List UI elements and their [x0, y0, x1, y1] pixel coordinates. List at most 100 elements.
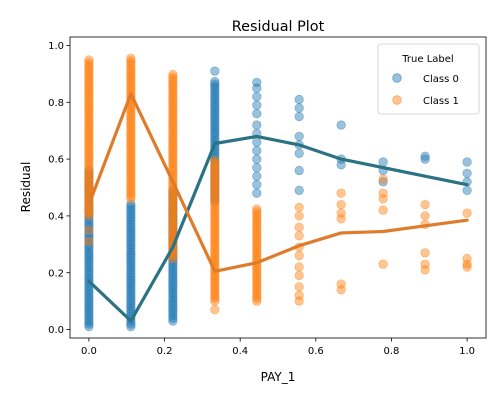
class-1-point [84, 172, 94, 183]
class-1-point [210, 237, 220, 247]
class-0-point [168, 295, 178, 306]
class-0-point [168, 301, 178, 311]
class-1-point [126, 150, 136, 161]
class-0-point [210, 112, 220, 122]
class-1-point [168, 144, 178, 154]
class-1-point [168, 141, 178, 151]
class-1-point [126, 153, 136, 163]
class-0-point [84, 258, 94, 268]
class-1-point [126, 58, 136, 69]
class-0-point [252, 100, 262, 110]
class-1-point [126, 130, 136, 140]
class-1-point [420, 259, 430, 269]
class-0-point [84, 263, 94, 273]
class-1-point [84, 88, 94, 98]
class-1-point [84, 70, 94, 80]
class-0-point [336, 160, 346, 170]
class-0-point [126, 270, 136, 281]
class-1-point [252, 217, 262, 227]
class-0-point [84, 260, 94, 270]
class-1-point [252, 219, 262, 230]
class-0-point [126, 258, 136, 268]
class-1-trend-line [87, 92, 469, 273]
class-0-point [84, 309, 94, 319]
class-1-point [84, 157, 94, 167]
class-0-point [168, 267, 178, 278]
class-0-point [168, 298, 178, 308]
class-1-point [252, 209, 262, 219]
class-1-point [168, 149, 178, 159]
class-0-point [294, 94, 304, 105]
class-1-point [168, 225, 178, 235]
class-1-point [126, 127, 136, 138]
class-1-point [84, 57, 94, 68]
class-1-point [336, 214, 346, 224]
class-1-point [168, 87, 178, 97]
class-1-point [84, 162, 94, 172]
class-0-point [210, 125, 220, 135]
class-1-point [84, 170, 94, 180]
legend-marker-class-1 [392, 95, 402, 105]
class-0-point [126, 253, 136, 263]
class-1-point [210, 214, 220, 224]
class-0-point [168, 278, 178, 288]
class-1-point [84, 121, 94, 132]
class-0-trend-line [87, 134, 469, 323]
class-1-point [84, 119, 94, 129]
class-0-point [462, 168, 472, 178]
class-1-point [168, 74, 178, 85]
class-0-point [126, 299, 136, 309]
class-0-point [168, 285, 178, 295]
class-1-point [126, 112, 136, 122]
class-0-point [84, 296, 94, 306]
class-0-point [210, 105, 220, 115]
class-1-point [168, 195, 178, 205]
class-1-point [252, 276, 262, 286]
class-1-point [210, 245, 220, 255]
class-1-points [84, 53, 472, 315]
class-1-point [210, 186, 220, 196]
class-1-point [168, 159, 178, 169]
class-1-point [84, 144, 94, 155]
class-0-point [126, 296, 136, 306]
class-1-point [126, 145, 136, 155]
class-1-point [462, 259, 472, 269]
class-1-point [420, 265, 430, 275]
class-0-point [84, 227, 94, 237]
class-1-point [210, 155, 220, 166]
class-1-point [168, 85, 178, 95]
class-1-point [210, 209, 220, 219]
class-0-point [84, 247, 94, 258]
class-1-point [210, 281, 220, 291]
class-1-point [126, 189, 136, 199]
x-axis-label: PAY_1 [261, 370, 296, 384]
class-1-point [84, 183, 94, 193]
x-tick-label: 1.0 [459, 346, 475, 357]
class-1-point [126, 115, 136, 125]
class-0-point [210, 115, 220, 125]
class-0-point [126, 304, 136, 314]
class-0-point [168, 311, 178, 321]
class-0-point [168, 288, 178, 298]
class-0-point [252, 154, 262, 164]
class-1-point [210, 204, 220, 214]
class-0-point [210, 110, 220, 120]
class-1-point [252, 242, 262, 253]
class-1-point [84, 134, 94, 144]
class-0-point [210, 92, 220, 102]
class-0-point [294, 148, 304, 159]
class-1-point [84, 126, 94, 137]
class-0-point [168, 316, 178, 326]
class-1-point [210, 201, 220, 212]
class-0-point [252, 163, 262, 173]
class-1-point [210, 196, 220, 207]
class-0-point [378, 177, 388, 187]
class-1-point [168, 202, 178, 212]
class-1-point [168, 151, 178, 161]
class-0-point [294, 103, 304, 113]
class-1-point [168, 103, 178, 113]
class-1-point [210, 227, 220, 237]
legend-label-class-1: Class 1 [423, 96, 459, 107]
class-1-point [126, 63, 136, 74]
class-1-point [336, 199, 346, 210]
